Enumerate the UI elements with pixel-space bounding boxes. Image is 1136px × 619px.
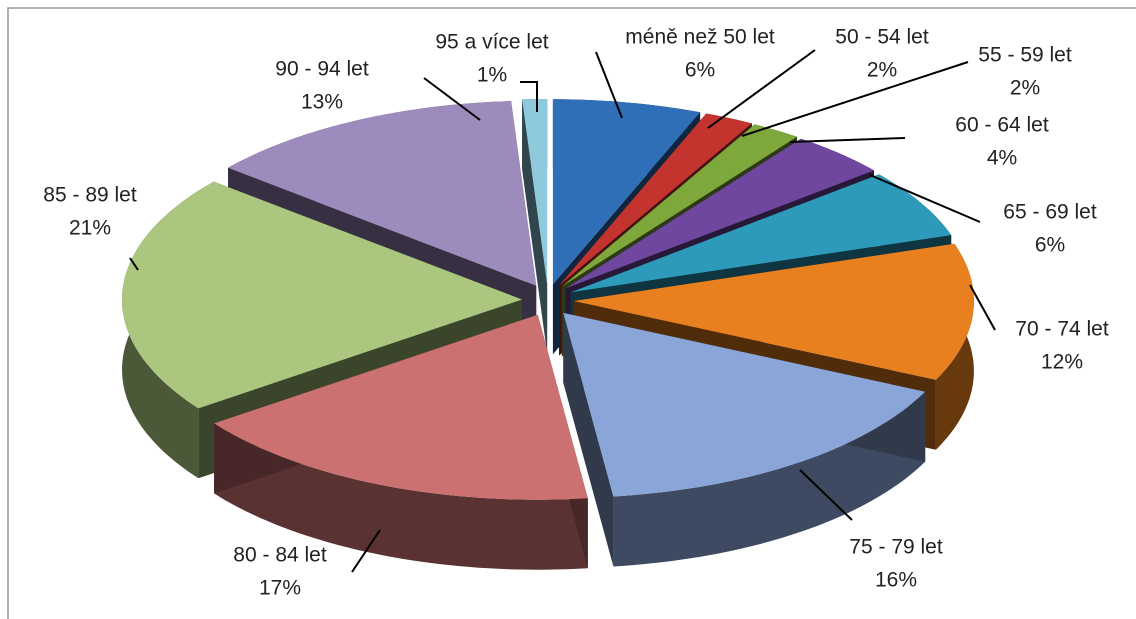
slice-value-label: 1% xyxy=(477,64,507,87)
slice-value-label: 6% xyxy=(685,59,715,82)
leader-line xyxy=(969,284,996,331)
slice-value-label: 13% xyxy=(301,91,343,114)
slice-label: 55 - 59 let xyxy=(978,44,1072,67)
slice-label: 65 - 69 let xyxy=(1003,201,1097,224)
leader-line xyxy=(799,469,853,521)
slice-label: 80 - 84 let xyxy=(233,544,327,567)
slice-value-label: 6% xyxy=(1035,234,1065,257)
leader-line xyxy=(869,174,981,223)
slice-side xyxy=(214,423,588,570)
slice-side xyxy=(613,391,926,567)
slice xyxy=(228,101,537,286)
leader-line xyxy=(351,529,381,573)
leader-line xyxy=(520,81,538,112)
slice-value-label: 16% xyxy=(875,569,917,592)
slice xyxy=(565,138,874,289)
slice-label: 60 - 64 let xyxy=(955,114,1049,137)
slice-value-label: 4% xyxy=(987,147,1017,170)
slice xyxy=(559,113,752,286)
slice xyxy=(552,99,701,285)
leader-line xyxy=(595,51,623,119)
slice-value-label: 21% xyxy=(69,217,111,240)
slice-label: 85 - 89 let xyxy=(43,184,137,207)
slice xyxy=(573,243,974,380)
leader-line xyxy=(129,257,139,271)
slice xyxy=(522,99,548,284)
slice-value-label: 12% xyxy=(1041,351,1083,374)
slice xyxy=(563,312,926,497)
slice xyxy=(214,314,588,500)
slice xyxy=(122,181,522,409)
slice-label: 90 - 94 let xyxy=(275,58,369,81)
leader-line xyxy=(789,137,906,143)
slice-value-label: 2% xyxy=(1010,77,1040,100)
slice-value-label: 17% xyxy=(259,577,301,600)
slice-wall xyxy=(563,312,614,567)
leader-line xyxy=(707,49,816,129)
slice-label: 75 - 79 let xyxy=(849,536,943,559)
slice-label: 50 - 54 let xyxy=(835,26,929,49)
slice-wall xyxy=(522,99,548,355)
slice-label: 70 - 74 let xyxy=(1015,318,1109,341)
slice-value-label: 2% xyxy=(867,59,897,82)
slice xyxy=(561,124,797,287)
leader-line xyxy=(423,77,481,121)
slice-label: méně než 50 let xyxy=(625,26,775,49)
leader-line xyxy=(741,61,969,137)
slice xyxy=(570,174,952,293)
slice-label: 95 a více let xyxy=(435,31,548,54)
frame xyxy=(7,7,1136,619)
